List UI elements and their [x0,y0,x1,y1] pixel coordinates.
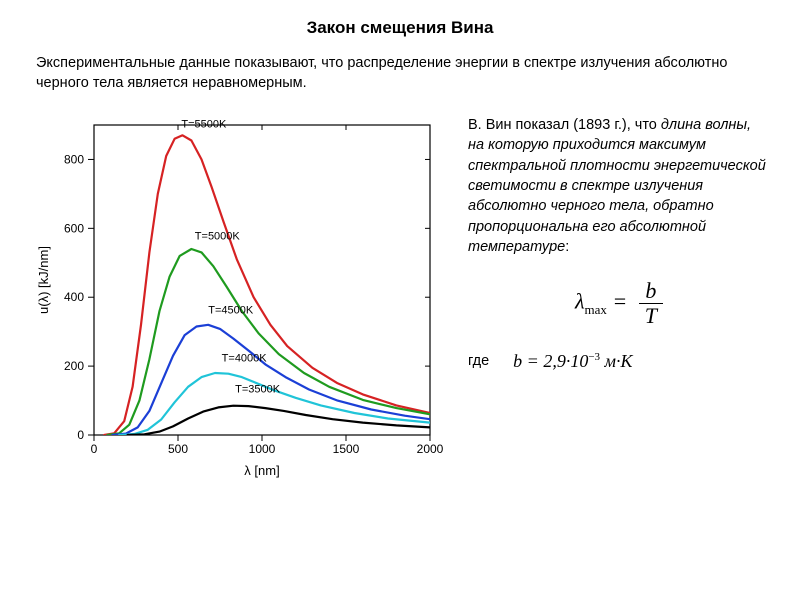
svg-text:200: 200 [64,359,84,373]
svg-text:2000: 2000 [417,442,444,456]
constant-exp: −3 [588,351,600,363]
description-text: В. Вин показал (1893 г.), что длина волн… [468,115,770,257]
constant-b: b [513,351,522,371]
formula-lambda: λ [575,289,585,314]
wien-formula: λmax = bT [468,279,770,328]
svg-text:600: 600 [64,221,84,235]
right-column: В. Вин показал (1893 г.), что длина волн… [468,107,770,371]
constant-unit: м·К [600,351,632,371]
formula-den: T [639,304,663,328]
svg-text:0: 0 [91,442,98,456]
svg-text:1000: 1000 [249,442,276,456]
formula-eq: = [607,289,633,314]
desc-tail: : [565,239,569,255]
svg-text:λ [nm]: λ [nm] [244,463,279,478]
intro-text: Экспериментальные данные показывают, что… [30,54,770,93]
content-row: 0 500 1000 1500 2000 0 200 400 600 800 λ [nm] u(λ) … [30,107,770,492]
formula-sub: max [585,302,607,317]
desc-lead: В. Вин показал (1893 г.), что [468,117,661,133]
svg-text:800: 800 [64,153,84,167]
blackbody-chart: 0 500 1000 1500 2000 0 200 400 600 800 λ [nm] u(λ) … [30,107,450,487]
formula-num: b [639,279,663,304]
constant-eq: = 2,9·10 [522,351,588,371]
svg-text:u(λ) [kJ/nm]: u(λ) [kJ/nm] [36,246,51,314]
formula-fraction: bT [639,279,663,328]
svg-text:0: 0 [77,428,84,442]
where-label: где [468,353,489,369]
page-title: Закон смещения Вина [30,18,770,38]
constant-value: b = 2,9·10−3 м·К [513,351,632,372]
where-row: где b = 2,9·10−3 м·К [468,351,770,372]
chart-container: 0 500 1000 1500 2000 0 200 400 600 800 λ [nm] u(λ) … [30,107,450,492]
svg-text:T=4000K: T=4000K [222,353,268,365]
svg-text:T=5500K: T=5500K [181,118,227,130]
svg-text:T=4500K: T=4500K [208,304,254,316]
svg-text:1500: 1500 [333,442,360,456]
svg-text:500: 500 [168,442,188,456]
svg-text:T=5000K: T=5000K [195,230,241,242]
svg-text:T=3500K: T=3500K [235,384,281,396]
desc-italic: длина волны, на которую приходится макси… [468,117,766,255]
svg-text:400: 400 [64,290,84,304]
